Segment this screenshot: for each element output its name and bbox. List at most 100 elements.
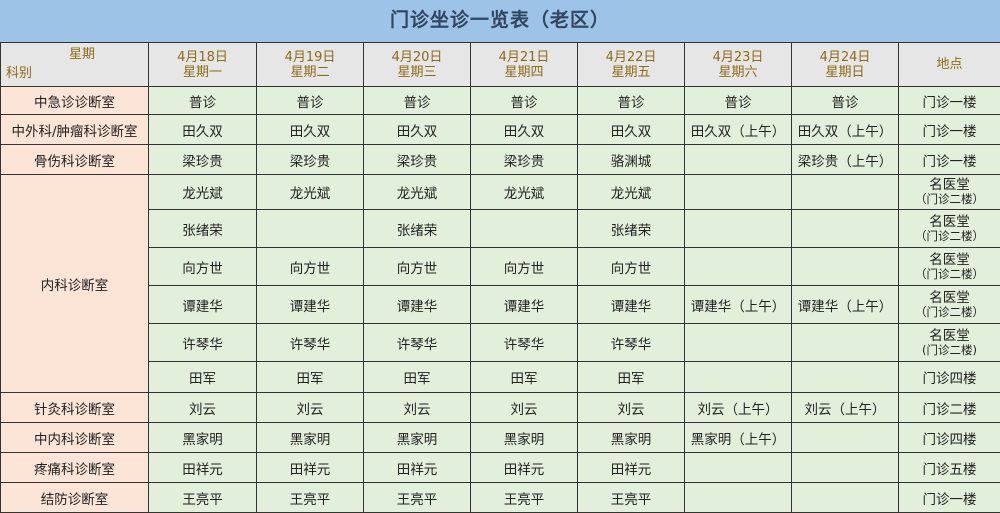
location-name: 名医堂 bbox=[899, 253, 1000, 268]
location-cell: 名医堂（门诊二楼） bbox=[899, 210, 1000, 248]
doctor-cell: 王亮平 bbox=[471, 483, 578, 513]
doctor-cell: 黑家明 bbox=[149, 423, 257, 453]
page-title: 门诊坐诊一览表（老区） bbox=[0, 0, 1000, 42]
doctor-cell: 田久双 bbox=[257, 115, 364, 145]
doctor-cell: 龙光斌 bbox=[149, 175, 257, 210]
doctor-cell: 田久双 bbox=[578, 115, 685, 145]
doctor-cell: 黑家明 bbox=[364, 423, 471, 453]
day-weekday: 星期一 bbox=[149, 65, 256, 80]
doctor-cell: 田久双 bbox=[364, 115, 471, 145]
day-header: 4月20日星期三 bbox=[364, 43, 471, 87]
doctor-cell: 许琴华 bbox=[149, 324, 257, 362]
day-date: 4月23日 bbox=[685, 50, 791, 65]
location-cell: 门诊一楼 bbox=[899, 87, 1000, 115]
doctor-cell: 骆渊城 bbox=[578, 145, 685, 175]
doctor-cell: 张绪荣 bbox=[578, 210, 685, 248]
doctor-cell: 许琴华 bbox=[364, 324, 471, 362]
table-row: 内科诊断室龙光斌龙光斌龙光斌龙光斌龙光斌名医堂（门诊二楼） bbox=[1, 175, 1000, 210]
location-floor: （门诊二楼） bbox=[899, 230, 1000, 243]
doctor-cell: 田祥元 bbox=[257, 453, 364, 483]
doctor-cell bbox=[685, 453, 792, 483]
doctor-cell bbox=[685, 362, 792, 393]
doctor-cell: 普诊 bbox=[792, 87, 899, 115]
day-weekday: 星期三 bbox=[364, 65, 470, 80]
doctor-cell bbox=[792, 175, 899, 210]
doctor-cell: 普诊 bbox=[257, 87, 364, 115]
doctor-cell: 梁珍贵 bbox=[364, 145, 471, 175]
table-row: 许琴华许琴华许琴华许琴华许琴华名医堂(门诊二楼) bbox=[1, 324, 1000, 362]
doctor-cell: 田军 bbox=[471, 362, 578, 393]
doctor-cell: 普诊 bbox=[685, 87, 792, 115]
location-cell: 名医堂（门诊二楼） bbox=[899, 286, 1000, 324]
location-name: 名医堂 bbox=[899, 178, 1000, 193]
location-name: 名医堂 bbox=[899, 291, 1000, 306]
doctor-cell: 普诊 bbox=[364, 87, 471, 115]
location-cell: 名医堂(门诊二楼) bbox=[899, 324, 1000, 362]
table-row: 田军田军田军田军田军门诊四楼 bbox=[1, 362, 1000, 393]
doctor-cell: 刘云 bbox=[149, 393, 257, 423]
table-row: 骨伤科诊断室梁珍贵梁珍贵梁珍贵梁珍贵骆渊城梁珍贵（上午）门诊一楼 bbox=[1, 145, 1000, 175]
day-date: 4月18日 bbox=[149, 50, 256, 65]
doctor-cell: 谭建华 bbox=[578, 286, 685, 324]
location-name: 名医堂 bbox=[899, 329, 1000, 344]
table-row: 中内科诊断室黑家明黑家明黑家明黑家明黑家明黑家明（上午）门诊四楼 bbox=[1, 423, 1000, 453]
department-cell: 疼痛科诊断室 bbox=[1, 453, 149, 483]
doctor-cell: 龙光斌 bbox=[471, 175, 578, 210]
corner-weekday-label: 星期 bbox=[69, 46, 95, 63]
location-header: 地点 bbox=[899, 43, 1000, 87]
doctor-cell: 田军 bbox=[578, 362, 685, 393]
department-cell: 中内科诊断室 bbox=[1, 423, 149, 453]
day-weekday: 星期五 bbox=[578, 65, 684, 80]
doctor-cell: 谭建华（上午） bbox=[685, 286, 792, 324]
table-row: 谭建华谭建华谭建华谭建华谭建华谭建华（上午）谭建华（上午）名医堂（门诊二楼） bbox=[1, 286, 1000, 324]
doctor-cell bbox=[792, 362, 899, 393]
day-date: 4月24日 bbox=[792, 50, 898, 65]
table-row: 中急诊诊断室普诊普诊普诊普诊普诊普诊普诊门诊一楼 bbox=[1, 87, 1000, 115]
corner-cell: 星期科别 bbox=[1, 43, 149, 87]
doctor-cell: 张绪荣 bbox=[364, 210, 471, 248]
doctor-cell: 向方世 bbox=[578, 248, 685, 286]
department-cell: 骨伤科诊断室 bbox=[1, 145, 149, 175]
doctor-cell: 普诊 bbox=[578, 87, 685, 115]
doctor-cell: 王亮平 bbox=[578, 483, 685, 513]
doctor-cell bbox=[257, 210, 364, 248]
doctor-cell: 龙光斌 bbox=[257, 175, 364, 210]
location-cell: 名医堂（门诊二楼） bbox=[899, 248, 1000, 286]
doctor-cell: 谭建华 bbox=[149, 286, 257, 324]
day-weekday: 星期二 bbox=[257, 65, 363, 80]
doctor-cell: 普诊 bbox=[149, 87, 257, 115]
doctor-cell: 谭建华 bbox=[364, 286, 471, 324]
doctor-cell: 张绪荣 bbox=[149, 210, 257, 248]
doctor-cell: 刘云 bbox=[364, 393, 471, 423]
location-floor: （门诊二楼） bbox=[899, 306, 1000, 319]
doctor-cell: 黑家明 bbox=[578, 423, 685, 453]
doctor-cell bbox=[685, 248, 792, 286]
table-row: 结防诊断室王亮平王亮平王亮平王亮平王亮平门诊一楼 bbox=[1, 483, 1000, 513]
location-cell: 名医堂（门诊二楼） bbox=[899, 175, 1000, 210]
doctor-cell: 向方世 bbox=[257, 248, 364, 286]
doctor-cell: 田祥元 bbox=[149, 453, 257, 483]
doctor-cell: 龙光斌 bbox=[364, 175, 471, 210]
department-cell: 内科诊断室 bbox=[1, 175, 149, 393]
doctor-cell: 谭建华 bbox=[471, 286, 578, 324]
doctor-cell: 谭建华 bbox=[257, 286, 364, 324]
doctor-cell: 刘云 bbox=[578, 393, 685, 423]
doctor-cell bbox=[685, 175, 792, 210]
table-row: 张绪荣 张绪荣 张绪荣 名医堂（门诊二楼） bbox=[1, 210, 1000, 248]
doctor-cell bbox=[792, 210, 899, 248]
doctor-cell: 向方世 bbox=[471, 248, 578, 286]
doctor-cell bbox=[792, 483, 899, 513]
location-cell: 门诊四楼 bbox=[899, 423, 1000, 453]
doctor-cell: 许琴华 bbox=[471, 324, 578, 362]
location-cell: 门诊一楼 bbox=[899, 145, 1000, 175]
location-cell: 门诊一楼 bbox=[899, 483, 1000, 513]
department-cell: 中外科/肿瘤科诊断室 bbox=[1, 115, 149, 145]
doctor-cell: 向方世 bbox=[364, 248, 471, 286]
doctor-cell: 梁珍贵 bbox=[149, 145, 257, 175]
doctor-cell: 田军 bbox=[149, 362, 257, 393]
doctor-cell bbox=[685, 483, 792, 513]
doctor-cell: 普诊 bbox=[471, 87, 578, 115]
doctor-cell: 田祥元 bbox=[364, 453, 471, 483]
location-cell: 门诊四楼 bbox=[899, 362, 1000, 393]
doctor-cell: 田久双（上午） bbox=[792, 115, 899, 145]
